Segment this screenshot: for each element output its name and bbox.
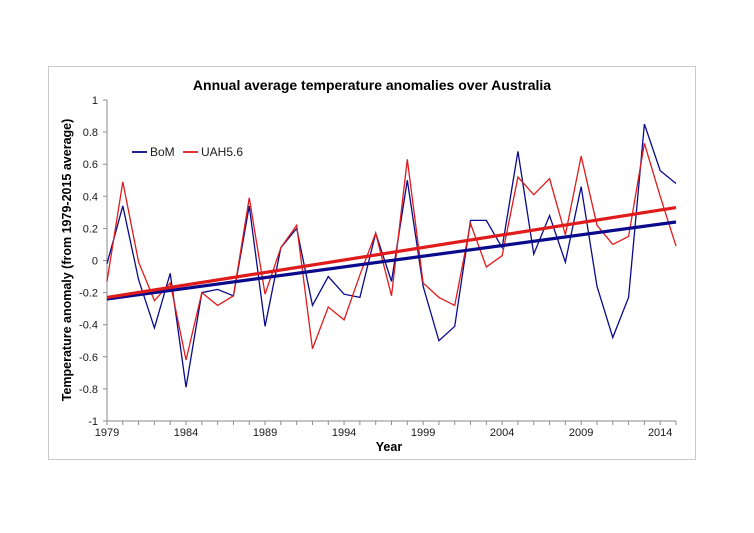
legend-label-uah: UAH5.6 — [201, 145, 243, 159]
y-tick-label: 0.4 — [83, 191, 98, 203]
y-axis-title: Temperature anomaly (from 1979-2015 aver… — [60, 119, 74, 402]
x-tick-label: 1979 — [95, 427, 119, 439]
y-tick-label: -0.8 — [79, 384, 98, 396]
x-tick-label: 1989 — [253, 427, 277, 439]
y-tick-labels: 1 0.8 0.6 0.4 0.2 0 -0.2 -0.4 -0.6 -0.8 -1 — [79, 95, 98, 428]
x-tick-label: 2004 — [490, 427, 514, 439]
x-tick-labels: 1979 1984 1989 1994 1999 2004 2009 2014 — [95, 427, 673, 439]
legend-label-bom: BoM — [150, 145, 175, 159]
x-tick-label: 1984 — [174, 427, 198, 439]
y-tick-label: -0.6 — [79, 352, 98, 364]
trendline-uah56 — [106, 205, 677, 299]
chart-title: Annual average temperature anomalies ove… — [193, 77, 551, 93]
series-lines — [106, 123, 677, 388]
y-tick-label: -0.4 — [79, 320, 98, 332]
trendline-bom — [106, 220, 677, 301]
x-tick-label: 1994 — [332, 427, 356, 439]
axes — [103, 99, 677, 425]
x-axis-title: Year — [376, 440, 403, 454]
y-tick-label: 0.2 — [83, 223, 98, 235]
y-tick-label: 0 — [92, 256, 98, 268]
y-tick-label: -1 — [88, 416, 98, 428]
y-tick-label: 0.6 — [83, 159, 98, 171]
series-line-bom — [106, 123, 677, 388]
legend: BoM UAH5.6 — [132, 145, 243, 159]
x-tick-label: 2014 — [648, 427, 672, 439]
y-tick-label: 1 — [92, 95, 98, 107]
x-tick-label: 2009 — [569, 427, 593, 439]
trendlines — [106, 205, 677, 301]
x-tick-label: 1999 — [411, 427, 435, 439]
y-tick-label: -0.2 — [79, 288, 98, 300]
y-tick-label: 0.8 — [83, 127, 98, 139]
